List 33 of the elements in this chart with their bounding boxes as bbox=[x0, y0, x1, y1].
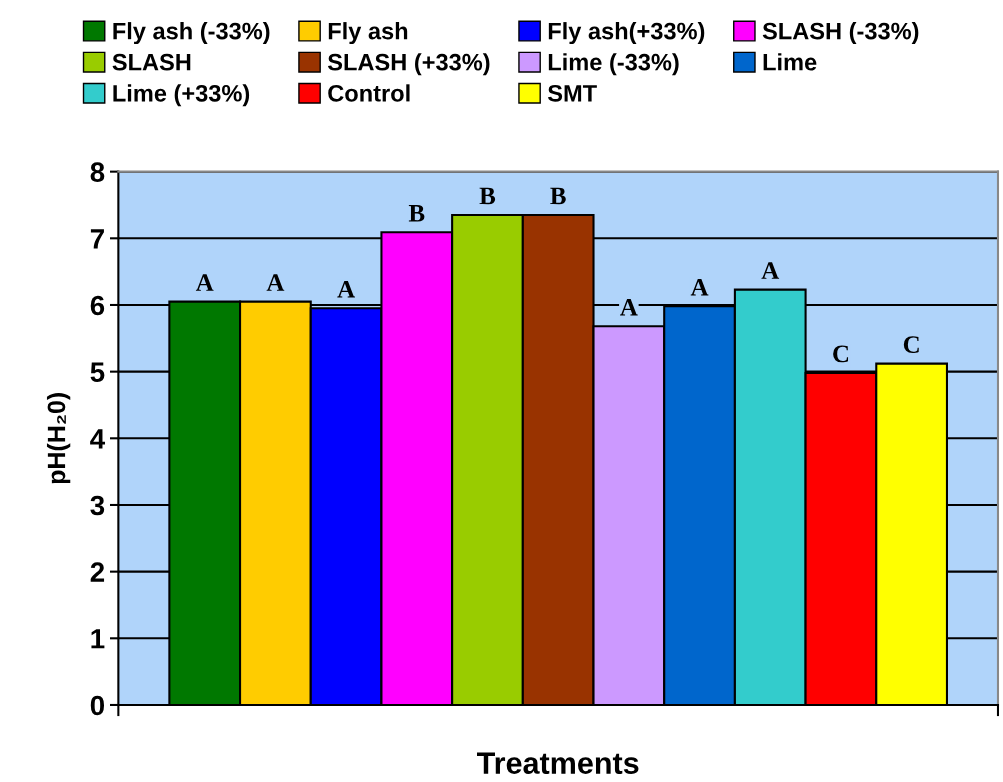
legend-label: SLASH bbox=[112, 53, 191, 71]
y-tick-label: 2 bbox=[90, 562, 105, 582]
y-tick-label: 6 bbox=[90, 295, 105, 316]
annotation: B bbox=[408, 205, 425, 222]
annotation: B bbox=[479, 187, 496, 205]
legend-label: Lime (-33%) bbox=[548, 53, 679, 76]
annotation: A bbox=[620, 298, 638, 316]
legend-label: SLASH (-33%) bbox=[762, 22, 919, 45]
y-tick-label: 0 bbox=[90, 695, 105, 716]
legend-label: SMT bbox=[547, 84, 597, 102]
annotation: A bbox=[761, 262, 780, 279]
y-tick-label: 1 bbox=[91, 629, 105, 649]
y-tick-label: 3 bbox=[90, 495, 105, 516]
legend-label: Fly ash bbox=[328, 22, 408, 45]
x-axis-title: Treatments bbox=[477, 752, 639, 774]
legend-label: SLASH (+33%) bbox=[327, 53, 490, 76]
annotation: B bbox=[550, 187, 566, 205]
legend-label: Lime bbox=[763, 53, 817, 71]
annotation: C bbox=[833, 345, 849, 363]
annotation: C bbox=[903, 336, 919, 354]
y-tick-label: 5 bbox=[90, 362, 105, 382]
legend-label: Lime (+33%) bbox=[113, 84, 250, 107]
annotation: A bbox=[337, 280, 355, 298]
legend-label: Fly ash(+33%) bbox=[548, 22, 705, 45]
legend-label: Fly ash (-33%) bbox=[113, 22, 270, 45]
annotation: A bbox=[195, 274, 214, 291]
annotation: A bbox=[266, 274, 285, 291]
annotation: A bbox=[690, 278, 709, 296]
y-tick-label: 7 bbox=[90, 229, 104, 249]
y-tick-label: 8 bbox=[90, 162, 105, 182]
legend-label: Control bbox=[328, 84, 410, 102]
y-axis-title: pH(H₂0) bbox=[46, 393, 71, 484]
y-tick-label: 4 bbox=[90, 429, 106, 449]
